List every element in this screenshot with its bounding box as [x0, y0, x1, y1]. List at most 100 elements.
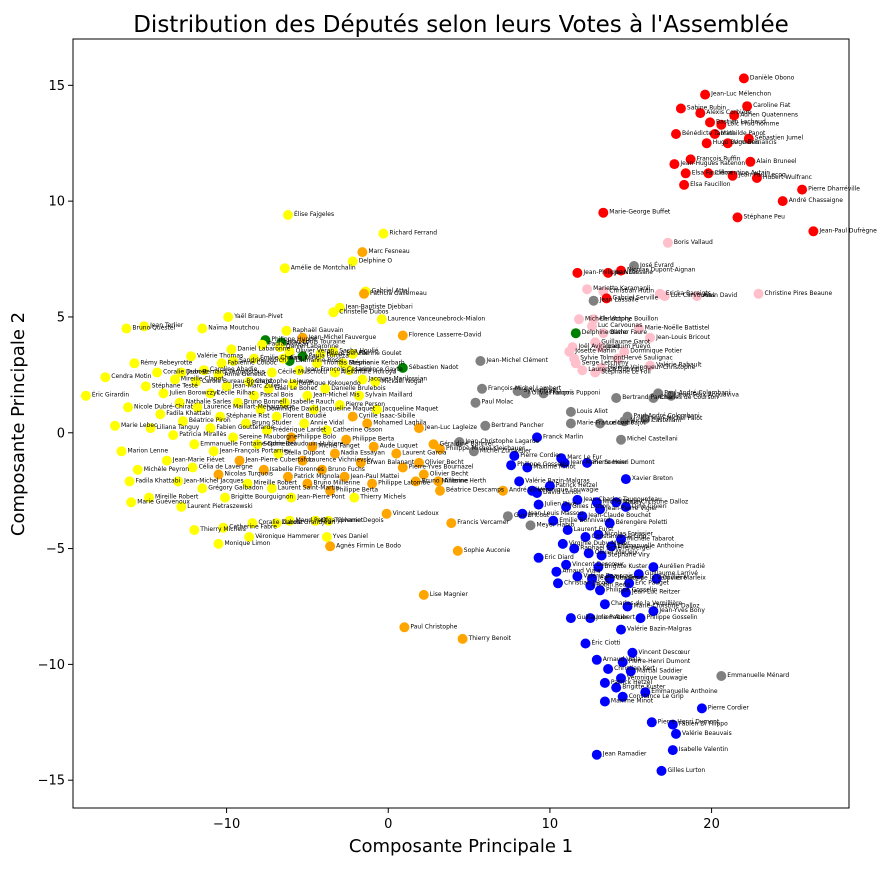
data-point-label: Jean Lassalle: [613, 269, 653, 276]
data-point-label: Jean-Hugues Ratenon: [679, 160, 745, 167]
data-point-label: David Lorion: [543, 489, 581, 496]
data-point: [595, 418, 605, 429]
data-point-label: Sacha Houlié: [339, 348, 378, 355]
data-point-label: Delphine Batho: [582, 329, 629, 336]
data-point: [595, 504, 605, 515]
data-point: [532, 432, 542, 443]
data-point: [627, 647, 638, 658]
data-point: [249, 353, 260, 364]
data-point-label: Jean-Bernard Sempastous: [186, 369, 265, 376]
data-point: [328, 307, 339, 318]
data-point: [570, 358, 581, 369]
data-point: [808, 226, 819, 237]
data-point-label: Émilie Chalas: [260, 354, 300, 362]
data-point-label: Jean-François Portarrieu: [219, 447, 291, 454]
data-point-label: Ludovic Pajot: [606, 420, 646, 427]
data-point-label: Antoine Herth: [444, 477, 486, 484]
data-point-label: Olivier Véran: [296, 348, 335, 355]
data-point-label: Jean-Pierre Pont: [296, 494, 345, 501]
data-point-label: Jean-Michel Clément: [485, 357, 548, 364]
data-point: [310, 515, 321, 526]
data-point-label: Nicole Dubré-Chirat: [134, 403, 194, 410]
data-point-label: Thierry Michels: [359, 494, 406, 501]
data-point-label: Sophie Beaudouin-Hubiere: [263, 440, 343, 447]
data-point-label: Pierre-Yves Bournazel: [409, 464, 474, 471]
data-point-label: Philippe Berta: [352, 436, 394, 443]
data-point: [572, 267, 583, 278]
data-point-label: Delphine O: [359, 257, 393, 264]
data-point-label: Pierre-Henri Dumont: [658, 718, 720, 725]
data-point: [110, 420, 120, 431]
data-point: [525, 520, 536, 531]
data-point: [262, 425, 272, 436]
data-point-label: Laurent Furst: [574, 526, 614, 533]
data-point-label: Constance Le Grip: [629, 693, 684, 700]
data-point-label: Fabien Gouttefarde: [216, 424, 274, 431]
data-point-label: Philippe Latombe: [378, 480, 430, 487]
data-point-label: Aude Luquet: [380, 443, 419, 450]
data-point-label: Jean-Michel Paiot: [650, 415, 703, 422]
data-point: [228, 432, 239, 443]
data-point: [376, 314, 387, 325]
data-point-label: Charles de la Verpillière: [611, 600, 682, 607]
data-point: [616, 265, 626, 276]
data-point-label: Laurence Maillart-Méhaignerie: [204, 403, 296, 410]
data-point: [283, 471, 293, 482]
data-point: [544, 481, 555, 491]
data-point-label: Richard Ferrand: [389, 230, 437, 237]
data-point-label: Philippe Gosselin: [517, 461, 568, 468]
data-point: [517, 508, 528, 519]
data-point-label: Jean-Philippe Nilor: [582, 269, 638, 276]
data-point: [506, 460, 517, 471]
data-point: [410, 476, 421, 487]
data-point-label: Jacqueline Maquet: [382, 406, 439, 413]
data-point: [321, 532, 332, 542]
data-point-label: Mohamed Laqhila: [373, 420, 427, 427]
data-point-label: Caroline Abadie: [210, 366, 258, 373]
data-point: [244, 532, 255, 542]
data-point-label: Philippe Huppé: [271, 336, 317, 343]
data-point-label: Jean-Marie Fiévet: [172, 457, 225, 464]
data-point: [692, 291, 702, 302]
data-point-label: Maud Petit: [296, 517, 328, 524]
data-point-label: Stéphane Testé: [152, 382, 198, 389]
data-point: [598, 207, 609, 218]
data-point-label: Jean-Louis Masson: [527, 510, 583, 517]
data-point-label: Jean-Marie Sermier: [570, 459, 629, 466]
data-point-label: Anne Genetet: [225, 371, 267, 378]
data-point: [671, 728, 681, 739]
data-point: [611, 682, 622, 693]
data-point-label: Cécile Muschotti: [278, 369, 328, 376]
data-point: [598, 328, 609, 339]
data-point: [213, 538, 224, 549]
data-point-label: Serge Letchimy: [582, 359, 629, 366]
data-point: [582, 457, 593, 468]
data-point: [155, 409, 166, 420]
data-point-label: Elsa Faucillon: [690, 181, 731, 188]
data-point-label: Bertrand Pancher: [491, 422, 544, 429]
data-point-label: Virginie Duby-Muller: [569, 540, 630, 547]
data-point-label: Jean Terlier: [149, 322, 184, 329]
data-point: [414, 423, 424, 434]
data-point-label: Michèle Peyron: [144, 466, 190, 473]
data-point-label: Christine Pires Beaune: [765, 290, 833, 297]
data-point-label: Clémentine Autain: [714, 169, 770, 176]
data-point: [619, 346, 630, 357]
data-point: [656, 765, 667, 776]
data-point-label: Jean-Charles Taugourdeau: [582, 496, 662, 503]
data-point: [577, 365, 588, 376]
data-point: [648, 606, 659, 617]
data-point: [286, 432, 297, 443]
data-point: [620, 474, 631, 485]
data-point: [145, 423, 156, 434]
data-point: [619, 416, 630, 427]
data-point-label: Jean-Luc Reitzer: [631, 589, 681, 596]
data-point: [512, 386, 523, 397]
data-point-label: Jean-Luc Mélenchon: [710, 91, 771, 98]
data-point-label: Laurianne Rossi: [296, 357, 344, 364]
data-point-label: Hélène Vainqueur-Christophe: [608, 364, 696, 371]
data-point-label: Ugo Bernalicis: [734, 139, 777, 146]
data-point-label: Cendra Motin: [111, 373, 151, 380]
data-point-label: Martial Saddier: [637, 667, 683, 674]
data-point-label: Guillaume Garot: [601, 338, 651, 345]
